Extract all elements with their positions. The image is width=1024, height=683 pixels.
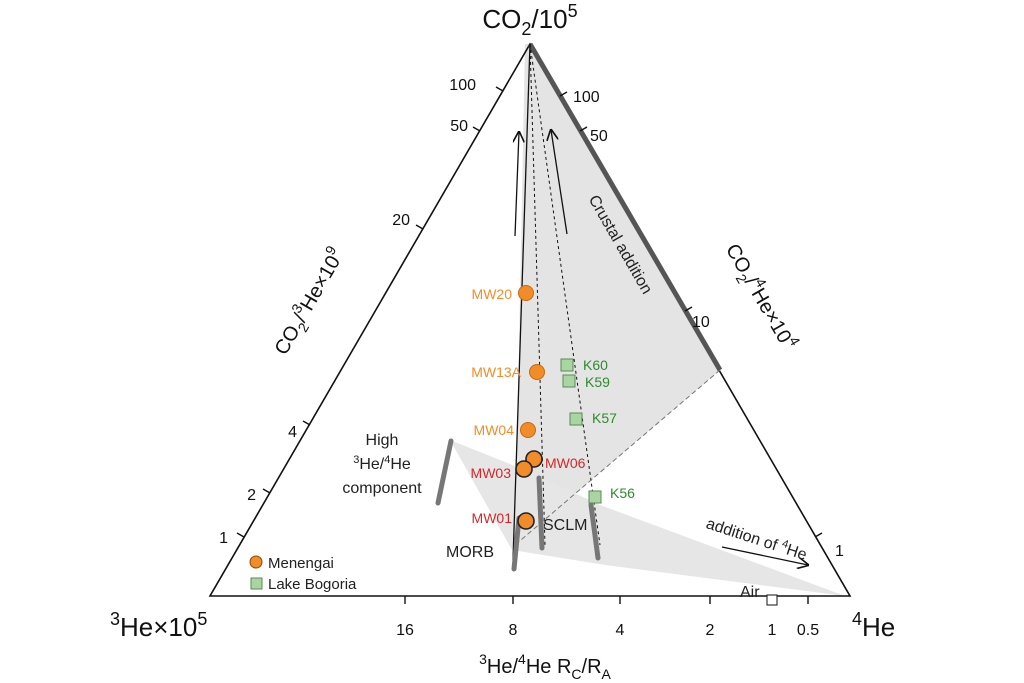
bottom-tick-label: 4 <box>616 622 625 639</box>
crustal-edge <box>527 42 723 372</box>
bottom-tick-label: 1 <box>768 622 777 639</box>
tick-marks <box>236 86 823 604</box>
vertex-right-label: 4He <box>852 609 895 642</box>
crustal-region <box>515 44 720 545</box>
right-tick-label: 1 <box>835 543 844 560</box>
vertex-top-label: CO2/105 <box>482 1 577 39</box>
point-k56 <box>588 490 602 504</box>
point-label-k57: K57 <box>592 410 617 426</box>
right-tick-label: 10 <box>692 314 710 331</box>
tick-labels: 100 50 20 4 2 1 100 50 10 1 16 8 4 2 1 0… <box>219 77 844 639</box>
point-label-mw03: MW03 <box>471 465 512 481</box>
arrow-up-right <box>551 130 568 235</box>
point-label-k60: K60 <box>583 357 608 373</box>
bottom-axis-label: 3He/4He RC/RA <box>479 651 611 682</box>
high-he-bar <box>435 438 454 506</box>
bottom-tick-label: 16 <box>396 622 414 639</box>
left-tick-label: 100 <box>449 77 476 94</box>
legend-menengai-marker <box>249 555 263 569</box>
point-k57 <box>569 412 583 426</box>
point-mw01 <box>517 512 535 530</box>
point-label-mw01: MW01 <box>472 510 513 526</box>
left-axis-label: CO2/3He×109 <box>266 243 352 361</box>
sclm-annotation: SCLM <box>543 517 587 534</box>
right-tick-label: 100 <box>573 89 600 106</box>
air-annotation: Air <box>740 584 760 601</box>
point-mw03 <box>515 460 533 478</box>
point-label-k59: K59 <box>585 374 610 390</box>
point-k60 <box>560 358 574 372</box>
morb-bar <box>511 515 522 572</box>
legend-menengai-label: Menengai <box>268 555 334 572</box>
legend-bogoria-label: Lake Bogoria <box>268 576 357 593</box>
arrow-air <box>721 546 808 565</box>
point-label-mw20: MW20 <box>472 286 513 302</box>
end-member-bars <box>435 438 601 572</box>
point-mw04 <box>520 422 536 438</box>
point-label-mw06: MW06 <box>545 455 586 471</box>
sclm-bar <box>536 475 545 551</box>
point-label-mw13a: MW13A <box>471 364 521 380</box>
left-tick-label: 4 <box>288 424 297 441</box>
point-mw13a <box>529 364 545 380</box>
point-label-k56: K56 <box>610 485 635 501</box>
high-he-annotation-line3: component <box>342 480 422 497</box>
point-label-mw04: MW04 <box>474 422 515 438</box>
bottom-tick-label: 2 <box>706 622 715 639</box>
bottom-tick-label: 8 <box>509 622 518 639</box>
legend: Menengai Lake Bogoria <box>249 555 357 593</box>
left-tick-label: 2 <box>247 487 256 504</box>
arrow-up-left <box>515 132 519 237</box>
dashed-line-2 <box>529 43 601 546</box>
morb-line <box>512 43 531 561</box>
right-axis-label: CO2/4He×104 <box>718 238 804 356</box>
morb-annotation: MORB <box>446 544 494 561</box>
point-k59 <box>562 374 576 388</box>
high-he-annotation-line1: High <box>366 432 399 449</box>
air-marker <box>766 594 778 606</box>
legend-bogoria-marker <box>250 577 263 590</box>
right-tick-label: 50 <box>590 128 608 145</box>
triangle-frame <box>208 42 852 597</box>
trend-lines <box>512 43 808 565</box>
bottom-tick-label: 0.5 <box>797 622 819 639</box>
dashed-line-3 <box>514 369 721 546</box>
left-tick-label: 1 <box>219 530 228 547</box>
bogoria-bar <box>588 502 601 561</box>
left-tick-label: 50 <box>450 118 468 135</box>
point-mw20 <box>518 285 534 301</box>
high-he-annotation-line2: 3He/4He <box>353 454 411 473</box>
vertex-left-label: 3He×105 <box>110 609 207 642</box>
left-tick-label: 20 <box>392 212 410 229</box>
